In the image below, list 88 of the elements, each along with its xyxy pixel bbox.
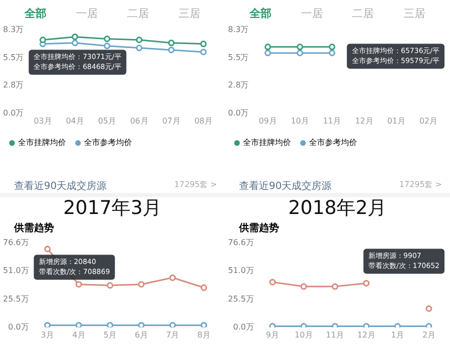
point bbox=[169, 274, 176, 281]
point bbox=[104, 36, 110, 42]
point bbox=[363, 280, 370, 286]
point bbox=[426, 305, 432, 312]
y-tick-label: 5.5万 bbox=[228, 53, 249, 62]
point bbox=[40, 36, 46, 44]
text: 17295套 > bbox=[174, 179, 217, 191]
x-tick-label: 12月 bbox=[355, 116, 374, 126]
y-tick-label: 2.8万 bbox=[228, 80, 249, 90]
point bbox=[72, 34, 78, 40]
x-tick-label: 2月 bbox=[422, 330, 436, 340]
point bbox=[75, 322, 82, 328]
legend-label: 全市挂牌均价 bbox=[18, 138, 66, 148]
x-tick-label: 06月 bbox=[130, 116, 148, 126]
x-tick-label: 07月 bbox=[162, 116, 180, 126]
point bbox=[136, 44, 142, 52]
x-tick-label: 03月 bbox=[34, 116, 52, 126]
text: 全部 bbox=[250, 6, 272, 22]
point bbox=[332, 283, 338, 290]
point bbox=[200, 322, 208, 328]
text: 三居 bbox=[403, 6, 426, 22]
point bbox=[44, 322, 51, 328]
chart-title: 供需趋势 bbox=[12, 222, 55, 235]
y-tick-label: 25.5万 bbox=[228, 294, 254, 304]
text: 查看近90天成交房源 bbox=[239, 180, 332, 193]
point bbox=[44, 246, 51, 252]
y-tick-label: 0.0万 bbox=[8, 322, 29, 332]
x-tick-label: 09月 bbox=[258, 116, 277, 126]
point bbox=[269, 278, 276, 286]
legend-label: 全市挂牌均价 bbox=[243, 138, 291, 148]
point bbox=[106, 322, 114, 328]
point bbox=[200, 284, 208, 291]
x-tick-label: 08月 bbox=[194, 116, 213, 126]
point bbox=[138, 322, 145, 328]
point bbox=[75, 281, 82, 288]
y-tick-label: 76.6万 bbox=[3, 238, 29, 247]
x-tick-label: 02月 bbox=[419, 116, 438, 126]
x-tick-label: 10月 bbox=[290, 116, 310, 126]
y-tick-label: 0.0万 bbox=[228, 108, 249, 118]
y-tick-label: 8.3万 bbox=[228, 24, 249, 34]
point bbox=[138, 281, 145, 288]
text: 一居 bbox=[76, 6, 98, 22]
text: 全部 bbox=[24, 6, 47, 22]
x-tick-label: 8月 bbox=[197, 330, 210, 340]
y-tick-label: 0.0万 bbox=[233, 322, 254, 332]
text: 2018年2月 bbox=[287, 197, 388, 219]
x-tick-label: 12月 bbox=[357, 330, 376, 340]
x-tick-label: 05月 bbox=[98, 116, 116, 126]
point bbox=[168, 46, 175, 54]
x-tick-label: 1月 bbox=[391, 330, 404, 340]
text: 三居 bbox=[178, 6, 200, 22]
x-tick-label: 5月 bbox=[103, 330, 117, 340]
text: 17295套 > bbox=[399, 179, 442, 191]
legend-label: 全市参考均价 bbox=[84, 138, 132, 148]
point bbox=[72, 40, 78, 46]
chart-title: 供需趋势 bbox=[238, 222, 280, 235]
y-tick-label: 8.3万 bbox=[2, 24, 24, 34]
y-tick-label: 2.8万 bbox=[2, 80, 24, 90]
x-tick-label: 3月 bbox=[40, 330, 54, 340]
y-tick-label: 51.0万 bbox=[3, 266, 29, 276]
x-tick-label: 6月 bbox=[134, 330, 148, 340]
x-tick-label: 01月 bbox=[387, 116, 406, 126]
text: 2017年3月 bbox=[62, 197, 163, 219]
x-tick-label: 11月 bbox=[326, 330, 344, 340]
point bbox=[136, 36, 142, 44]
y-tick-label: 0.0万 bbox=[2, 108, 24, 118]
text: 一居 bbox=[300, 6, 323, 22]
x-tick-label: 4月 bbox=[72, 330, 86, 340]
point bbox=[104, 42, 110, 50]
point bbox=[106, 282, 114, 289]
x-tick-label: 10月 bbox=[294, 330, 313, 340]
x-tick-label: 04月 bbox=[66, 116, 84, 126]
point bbox=[200, 40, 207, 48]
text: 二居 bbox=[352, 6, 374, 22]
point bbox=[200, 48, 207, 56]
point bbox=[300, 283, 307, 290]
y-tick-label: 5.5万 bbox=[2, 53, 24, 62]
point bbox=[169, 322, 176, 328]
x-tick-label: 7月 bbox=[166, 330, 180, 340]
text: 查看近90天成交房源 bbox=[14, 180, 107, 193]
y-tick-label: 76.6万 bbox=[228, 238, 254, 247]
point bbox=[168, 40, 175, 46]
y-tick-label: 25.5万 bbox=[3, 294, 29, 304]
x-tick-label: 9月 bbox=[266, 330, 279, 340]
y-tick-label: 51.0万 bbox=[228, 266, 254, 276]
legend-label: 全市参考均价 bbox=[309, 138, 357, 148]
text: 二居 bbox=[127, 6, 150, 22]
x-tick-label: 11月 bbox=[322, 116, 342, 126]
